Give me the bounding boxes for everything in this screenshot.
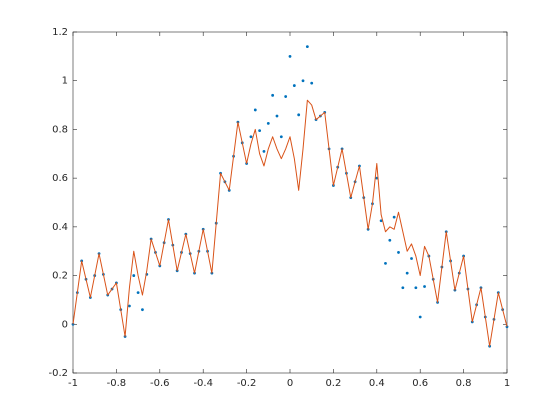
data-point (288, 54, 292, 58)
x-tick-label: -0.2 (237, 378, 257, 389)
data-point (423, 285, 426, 288)
data-point (384, 261, 387, 265)
data-point (379, 219, 383, 223)
data-point (305, 45, 309, 49)
y-tick-label: 0.6 (52, 173, 68, 184)
y-tick-label: 1 (62, 76, 68, 87)
data-point (284, 95, 288, 98)
data-point (301, 79, 305, 83)
data-point (141, 308, 144, 312)
data-point (253, 108, 257, 112)
data-point (262, 149, 266, 153)
x-tick-label: -0.8 (107, 378, 127, 389)
data-point (392, 215, 396, 219)
data-point (310, 81, 314, 85)
x-tick-label: 0 (287, 378, 293, 389)
data-point (410, 257, 413, 260)
data-point (271, 93, 275, 97)
data-point (418, 315, 422, 319)
x-tick-label: -0.6 (150, 378, 170, 389)
y-tick-label: 0.4 (52, 222, 68, 233)
data-point (128, 304, 131, 308)
data-point (405, 271, 409, 275)
data-point (279, 135, 283, 139)
y-tick-label: -0.2 (48, 368, 68, 379)
y-tick-label: 1.2 (52, 27, 68, 38)
data-point (505, 325, 509, 329)
data-point (292, 84, 296, 87)
y-tick-label: 0.2 (52, 271, 68, 282)
x-tick-label: 0.6 (412, 378, 428, 389)
data-point (414, 286, 418, 290)
y-tick-label: 0 (62, 319, 68, 330)
data-point (258, 129, 262, 133)
x-tick-label: 0.8 (456, 378, 472, 389)
x-tick-label: 0.2 (325, 378, 341, 389)
data-point (397, 251, 400, 254)
data-point (275, 114, 279, 118)
x-tick-label: -0.4 (193, 378, 213, 389)
data-point (136, 291, 140, 295)
data-line (72, 99, 508, 347)
x-tick-label: -1 (68, 378, 78, 389)
y-tick-label: 0.8 (52, 124, 68, 135)
data-point (249, 135, 253, 139)
x-tick-label: 0.4 (369, 378, 385, 389)
data-point (132, 274, 136, 277)
data-point (401, 286, 405, 290)
data-point (388, 238, 392, 242)
x-tick-label: 1 (504, 378, 510, 389)
data-point (297, 113, 301, 117)
axes-box (72, 31, 508, 374)
data-point (266, 121, 270, 125)
